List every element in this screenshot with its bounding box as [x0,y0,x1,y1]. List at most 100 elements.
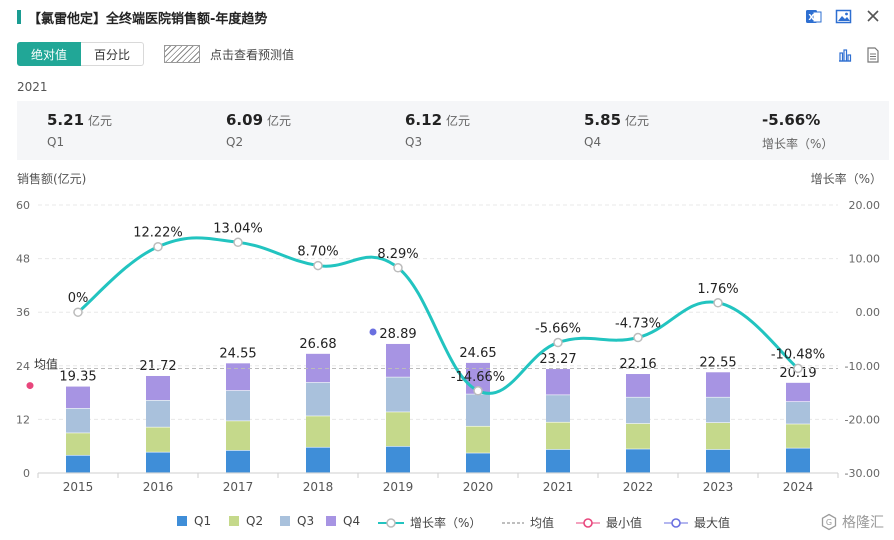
legend-label: 最小值 [606,516,643,530]
growth-point [393,263,403,273]
bar-segment-q3 [626,397,650,424]
y-tick-left: 12 [16,413,30,426]
summary-value: 6.12 [405,111,443,129]
y-tick-right: -20.00 [845,413,880,426]
document-icon[interactable] [864,46,882,64]
bar-total-label: 26.68 [299,337,336,352]
legend-item-q4[interactable]: Q4 [326,514,360,528]
min-marker [26,382,34,390]
bar-total-label: 22.16 [619,357,656,372]
summary-unit: 亿元 [625,114,650,128]
summary-panel: 5.21 亿元 Q1 6.09 亿元 Q2 6.12 亿元 Q3 5.85 亿元 Q4 … [17,101,889,160]
bar-total-label: 20.19 [779,366,816,381]
forecast-label: 点击查看预测值 [210,47,295,62]
watermark: G 格隆汇 [820,512,884,532]
x-tick-label: 2016 [143,480,174,494]
bar-segment-q4 [66,386,90,409]
forecast-toggle[interactable]: 点击查看预测值 [164,45,294,63]
bar-segment-q1 [306,447,330,473]
legend-mean-swatch [502,521,524,524]
summary-value: 5.21 [47,111,85,129]
bar-segment-q2 [146,427,170,452]
title-accent [17,10,21,24]
summary-value: 5.85 [584,111,622,129]
growth-label: 1.76% [697,282,738,297]
summary-label: Q1 [47,135,65,149]
legend-item-q3[interactable]: Q3 [280,514,314,528]
bar-segment-q1 [546,449,570,473]
bar-segment-q2 [786,424,810,448]
summary-label: Q2 [226,135,244,149]
growth-label: -14.66% [451,370,505,385]
bar-segment-q3 [706,397,730,423]
image-export-icon[interactable] [834,7,852,25]
bar-total-label: 22.55 [699,355,736,370]
growth-point [233,237,243,248]
legend-item-growth[interactable]: 增长率（%） [378,514,481,531]
sales-chart: 销售额(亿元) 增长率（%） 0 -30.00 12 -20.00 24 -10.00 36 0.… [16,171,882,494]
bar-total-label: 23.27 [539,352,576,367]
bar-segment-q4 [146,375,170,401]
legend-label: 最大值 [694,516,731,530]
x-tick-label: 2023 [703,480,734,494]
bar-segment-q2 [386,412,410,447]
bar-segment-q4 [386,343,410,377]
summary-unit: 亿元 [446,114,471,128]
legend-item-max[interactable]: 最大值 [664,514,730,531]
bar-segment-q2 [226,421,250,451]
bar-segment-q2 [306,416,330,447]
legend-label: 增长率（%） [410,516,482,530]
tab-percent[interactable]: 百分比 [81,42,145,66]
close-icon[interactable] [864,7,882,25]
y-tick-left: 60 [16,199,30,212]
summary-year: 2021 [17,80,48,94]
bar-segment-q3 [466,394,490,426]
summary-item: -5.66% 增长率（%） [762,110,833,152]
summary-value: -5.66% [762,111,821,129]
legend-label: Q3 [297,514,315,528]
bar-segment-q4 [786,382,810,402]
summary-unit: 亿元 [267,114,292,128]
legend-item-q2[interactable]: Q2 [229,514,263,528]
bar-segment-q2 [466,426,490,453]
legend-swatch [326,516,336,526]
top-icons: X [804,7,882,25]
bar-segment-q1 [146,452,170,473]
bar-total-label: 21.72 [139,359,176,374]
growth-point [473,386,483,396]
summary-item: 6.12 亿元 Q3 [405,110,470,149]
toolbar: 绝对值 百分比 点击查看预测值 [17,42,294,66]
bar-segment-q4 [626,374,650,397]
tab-absolute[interactable]: 绝对值 [17,42,82,66]
growth-label: -10.48% [771,347,825,362]
growth-label: 8.70% [297,245,338,260]
right-tools [836,46,882,64]
bar-total-label: 28.89 [379,327,416,342]
bar-total-label: 19.35 [59,370,96,385]
legend-item-min[interactable]: 最小值 [576,514,642,531]
summary-label: Q4 [584,135,602,149]
excel-export-icon[interactable]: X [804,7,822,25]
bar-segment-q3 [386,377,410,412]
legend-growth-swatch [378,517,404,528]
legend-item-mean[interactable]: 均值 [502,514,554,531]
bar-segment-q1 [66,455,90,473]
y-tick-right: 0.00 [856,306,881,319]
growth-point [153,241,163,252]
y-axis-title-left: 销售额(亿元) [17,171,86,186]
legend-item-q1[interactable]: Q1 [177,514,211,528]
bar-segment-q1 [226,450,250,473]
legend-label: Q4 [343,514,361,528]
summary-unit: 亿元 [88,114,113,128]
x-tick-label: 2021 [543,480,574,494]
bar-chart-icon[interactable] [836,46,854,64]
mean-label: 均值 [34,356,58,371]
bar-segment-q3 [146,400,170,427]
forecast-hatch-icon [164,45,201,63]
summary-value: 6.09 [226,111,264,129]
legend-swatch [177,516,187,526]
y-tick-left: 0 [23,467,30,480]
x-tick-label: 2024 [783,480,814,494]
growth-label: 0% [68,291,89,306]
y-tick-right: 10.00 [849,253,881,266]
